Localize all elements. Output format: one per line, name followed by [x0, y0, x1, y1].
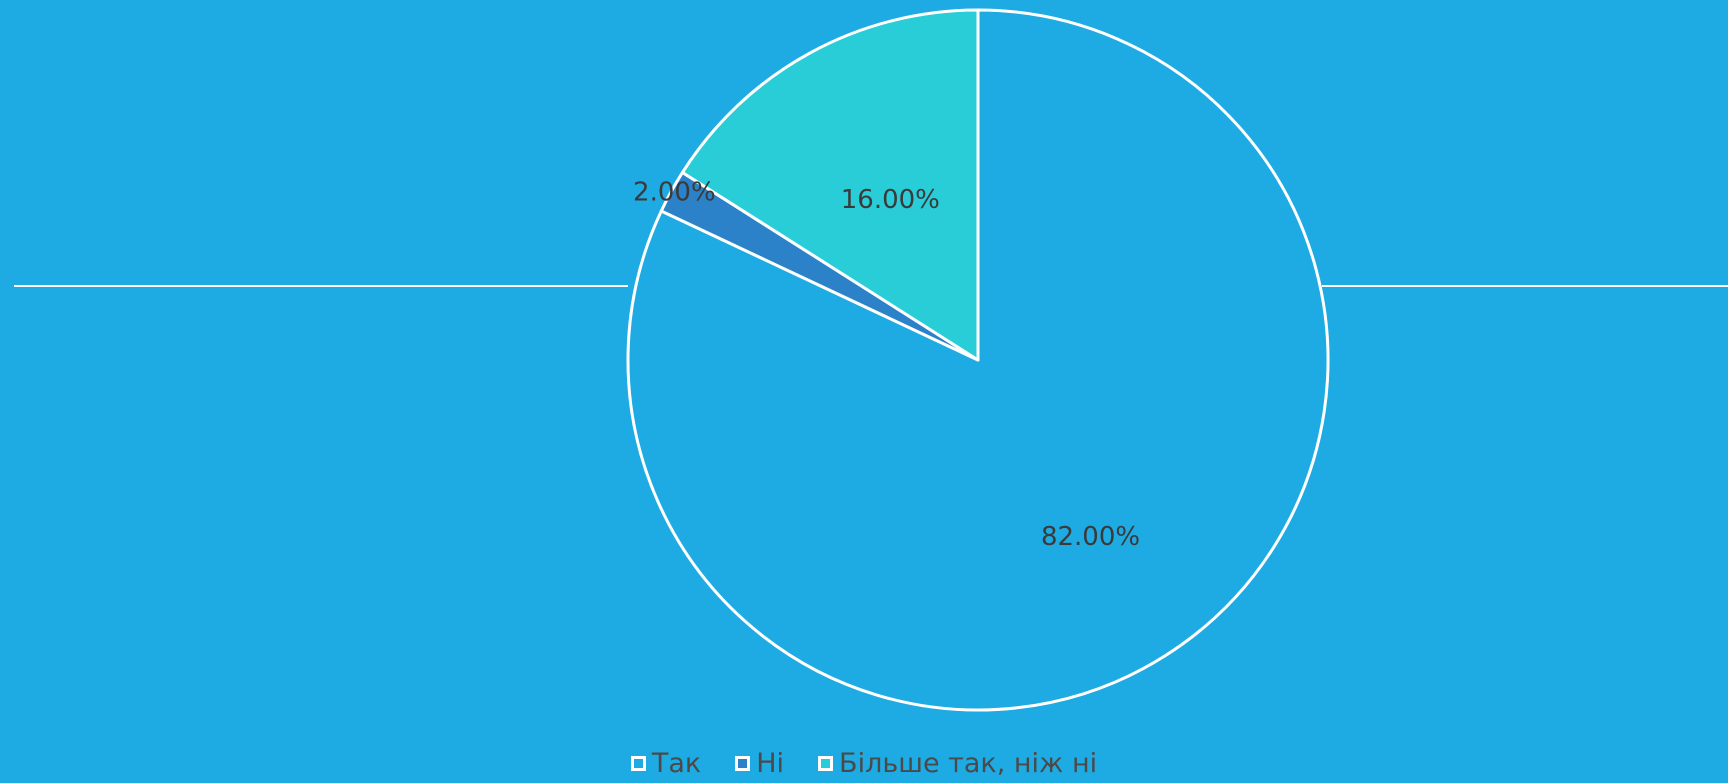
pie-data-labels: 82.00% 2.00% 16.00%	[633, 178, 1140, 552]
data-label-3: 16.00%	[841, 185, 940, 215]
legend-label-3: Більше так, ніж ні	[839, 748, 1098, 779]
legend-label-1: Так	[651, 748, 702, 779]
legend-item-2: Ні	[735, 748, 784, 779]
pie-slices	[626, 8, 1330, 712]
legend: Так Ні Більше так, ніж ні	[0, 748, 1728, 779]
pie-slice-3	[680, 8, 980, 362]
data-label-1: 82.00%	[1041, 522, 1140, 552]
legend-item-1: Так	[630, 748, 702, 779]
legend-label-2: Ні	[756, 748, 785, 779]
legend-swatch-2	[735, 756, 751, 771]
data-label-2: 2.00%	[633, 178, 716, 208]
pie-slice-1	[626, 8, 1330, 712]
legend-item-3: Більше так, ніж ні	[818, 748, 1097, 779]
legend-swatch-3	[818, 756, 834, 771]
legend-swatch-1	[630, 756, 646, 771]
